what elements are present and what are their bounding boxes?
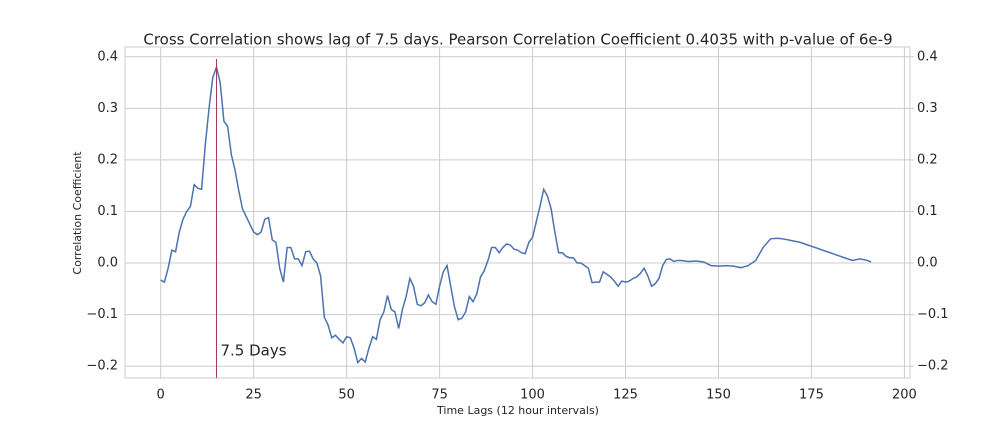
x-tick-label: 25	[245, 388, 262, 403]
chart-title: Cross Correlation shows lag of 7.5 days.…	[143, 31, 892, 49]
x-tick-label: 75	[431, 388, 448, 403]
data-line	[160, 64, 872, 365]
y-tick-label: −0.1	[86, 307, 118, 322]
x-tick-label: 175	[799, 388, 824, 403]
y-tick-label: 0.4	[97, 49, 118, 64]
x-tick-label: 50	[338, 388, 355, 403]
y2-tick-label: 0.0	[917, 256, 938, 271]
x-axis-label: Time Lags (12 hour intervals)	[436, 404, 599, 417]
y2-tick-label: 0.2	[917, 152, 938, 167]
plot-frame	[124, 46, 911, 379]
x-tick-label: 150	[706, 388, 731, 403]
y2-tick-label: 0.1	[917, 204, 938, 219]
y-tick-label: 0.1	[97, 204, 118, 219]
x-tick-label: 100	[520, 388, 545, 403]
x-tick-label: 0	[157, 388, 165, 403]
x-tick-label: 200	[892, 388, 917, 403]
y2-tick-label: 0.4	[917, 49, 938, 64]
y2-tick-label: −0.2	[917, 359, 949, 374]
y-tick-label: −0.2	[86, 359, 118, 374]
y-tick-label: 0.3	[97, 101, 118, 116]
y2-tick-label: −0.1	[917, 307, 949, 322]
y-tick-label: 0.0	[97, 256, 118, 271]
lag-annotation: 7.5 Days	[220, 342, 286, 360]
y2-tick-label: 0.3	[917, 101, 938, 116]
x-tick-label: 125	[613, 388, 638, 403]
y-axis-label: Correlation Coefficient	[71, 151, 84, 275]
y-tick-label: 0.2	[97, 152, 118, 167]
